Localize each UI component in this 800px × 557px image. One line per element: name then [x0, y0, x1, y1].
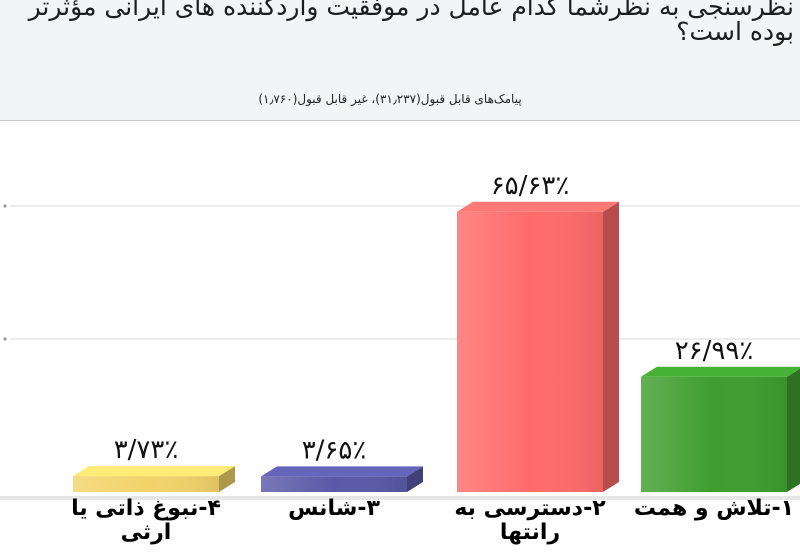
category-label-1: ۱-تلاش و همت	[633, 496, 795, 521]
plot-area: ۲۶/۹۹٪ ۶۵/۶۳٪ ۳/۶۵٪ ۳/۷۳٪	[0, 121, 800, 557]
bar-2	[457, 201, 619, 493]
bar-chart: ۲۶/۹۹٪ ۶۵/۶۳٪ ۳/۶۵٪ ۳/۷۳٪	[0, 171, 800, 500]
value-label-1: ۲۶/۹۹٪	[675, 336, 754, 366]
value-label-3: ۳/۶۵٪	[302, 435, 367, 465]
value-label-4: ۳/۷۳٪	[114, 435, 179, 465]
chart-header: نظرسنجی به نظرشما کدام عامل در موفقیت وا…	[0, 0, 800, 121]
bar-3	[261, 466, 423, 492]
chart-floor	[0, 496, 800, 500]
category-label-4: ۴-نبوغ ذاتی یا ارثی	[71, 496, 221, 545]
bar-4	[73, 466, 235, 492]
category-label-2: ۲-دسترسی به رانتها	[454, 496, 606, 545]
axis-tick-dot	[3, 204, 7, 208]
category-label-3: ۳-شانس	[288, 496, 380, 521]
chart-title: نظرسنجی به نظرشما کدام عامل در موفقیت وا…	[28, 0, 794, 46]
chart-subtitle: پیامک‌های قابل قبول(۳۱٫۲۳۷)، غیر قابل قب…	[258, 92, 522, 106]
value-label-2: ۶۵/۶۳٪	[491, 171, 570, 201]
bar-1	[641, 366, 800, 492]
axis-tick-dot	[3, 337, 7, 341]
